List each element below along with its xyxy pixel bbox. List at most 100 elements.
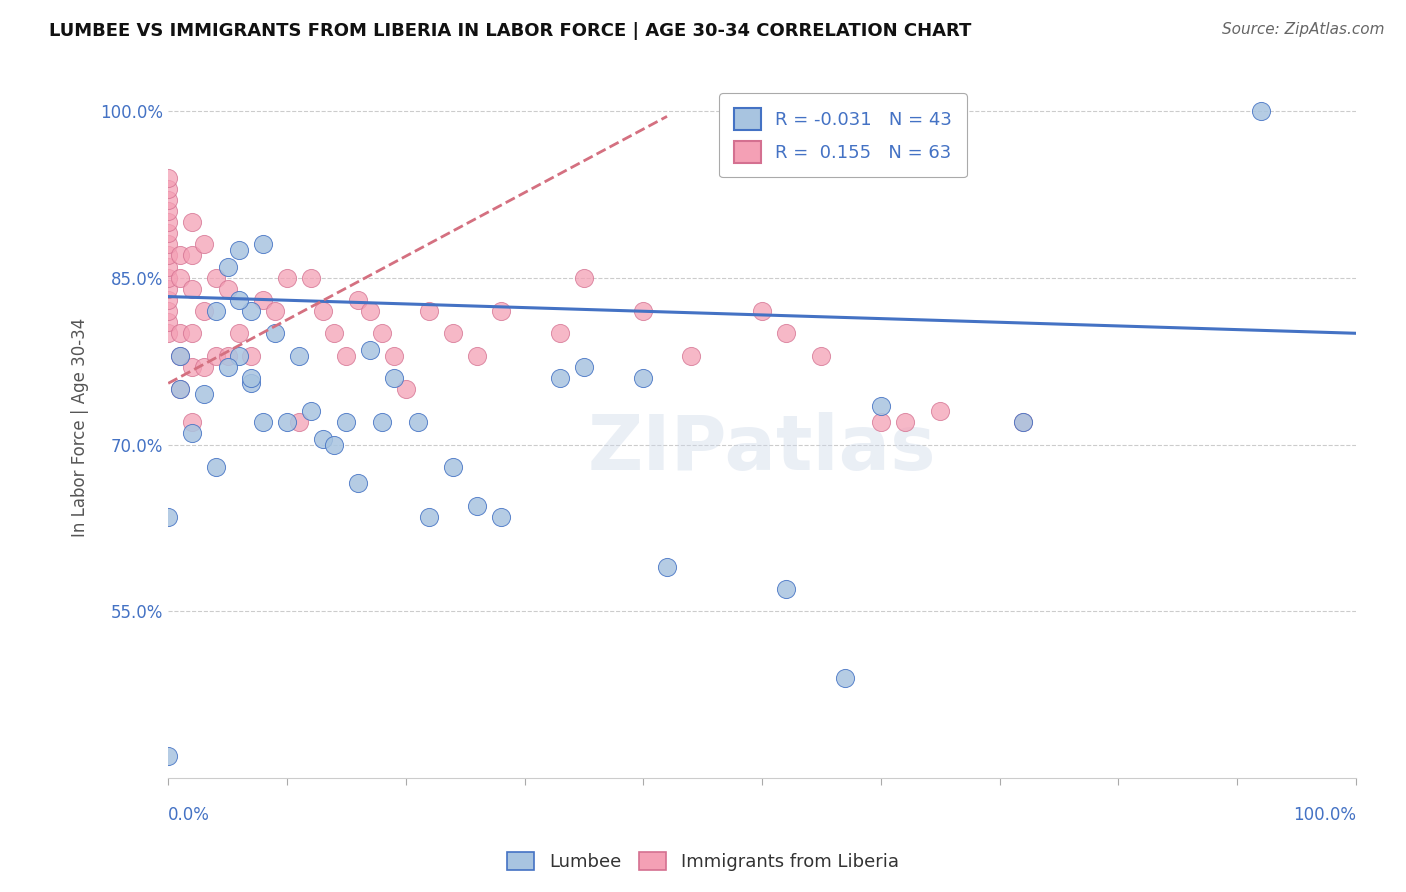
Point [240, 304, 263, 318]
Point [252, 237, 274, 252]
Point [288, 415, 311, 429]
Point [572, 359, 595, 374]
Point [288, 349, 311, 363]
Point [311, 432, 333, 446]
Point [276, 415, 298, 429]
Point [204, 304, 226, 318]
Text: 100.0%: 100.0% [1294, 806, 1355, 824]
Point [441, 459, 464, 474]
Point [157, 509, 180, 524]
Point [181, 359, 204, 374]
Point [335, 415, 357, 429]
Point [395, 382, 418, 396]
Point [359, 343, 381, 357]
Point [359, 304, 381, 318]
Point [347, 476, 370, 491]
Point [181, 282, 204, 296]
Point [264, 326, 287, 341]
Point [217, 359, 239, 374]
Point [217, 349, 239, 363]
Point [418, 509, 440, 524]
Text: Source: ZipAtlas.com: Source: ZipAtlas.com [1222, 22, 1385, 37]
Point [252, 415, 274, 429]
Point [335, 349, 357, 363]
Point [157, 182, 180, 196]
Point [181, 326, 204, 341]
Point [157, 237, 180, 252]
Point [929, 404, 952, 418]
Point [489, 304, 512, 318]
Legend: R = -0.031   N = 43, R =  0.155   N = 63: R = -0.031 N = 43, R = 0.155 N = 63 [720, 94, 967, 178]
Point [157, 304, 180, 318]
Point [157, 270, 180, 285]
Point [655, 560, 678, 574]
Point [157, 215, 180, 229]
Point [323, 326, 346, 341]
Point [228, 349, 250, 363]
Point [834, 671, 856, 685]
Text: ZIPatlas: ZIPatlas [588, 412, 936, 486]
Point [276, 270, 298, 285]
Point [465, 499, 488, 513]
Point [299, 270, 322, 285]
Point [869, 415, 891, 429]
Point [1012, 415, 1035, 429]
Point [157, 248, 180, 262]
Point [347, 293, 370, 307]
Point [181, 415, 204, 429]
Point [240, 349, 263, 363]
Text: 0.0%: 0.0% [169, 806, 209, 824]
Point [869, 399, 891, 413]
Point [157, 315, 180, 329]
Point [181, 426, 204, 441]
Point [679, 349, 702, 363]
Point [157, 282, 180, 296]
Point [1012, 415, 1035, 429]
Point [204, 270, 226, 285]
Point [169, 349, 191, 363]
Point [217, 260, 239, 274]
Point [157, 326, 180, 341]
Point [633, 371, 655, 385]
Point [264, 304, 287, 318]
Point [382, 349, 405, 363]
Point [893, 415, 915, 429]
Point [382, 371, 405, 385]
Point [228, 326, 250, 341]
Point [157, 170, 180, 185]
Point [489, 509, 512, 524]
Legend: Lumbee, Immigrants from Liberia: Lumbee, Immigrants from Liberia [501, 845, 905, 879]
Point [157, 193, 180, 207]
Point [371, 326, 394, 341]
Point [193, 237, 215, 252]
Point [299, 404, 322, 418]
Point [633, 304, 655, 318]
Point [157, 293, 180, 307]
Point [181, 248, 204, 262]
Point [252, 293, 274, 307]
Point [169, 248, 191, 262]
Point [775, 582, 797, 596]
Point [323, 437, 346, 451]
Point [240, 376, 263, 391]
Point [311, 304, 333, 318]
Point [240, 371, 263, 385]
Point [157, 203, 180, 218]
Point [441, 326, 464, 341]
Point [217, 282, 239, 296]
Point [371, 415, 394, 429]
Point [1250, 103, 1272, 118]
Point [157, 749, 180, 764]
Point [169, 349, 191, 363]
Point [751, 304, 773, 318]
Point [169, 270, 191, 285]
Point [157, 260, 180, 274]
Point [548, 326, 571, 341]
Point [169, 382, 191, 396]
Point [204, 459, 226, 474]
Point [406, 415, 429, 429]
Point [169, 382, 191, 396]
Point [157, 226, 180, 240]
Point [193, 387, 215, 401]
Point [810, 349, 832, 363]
